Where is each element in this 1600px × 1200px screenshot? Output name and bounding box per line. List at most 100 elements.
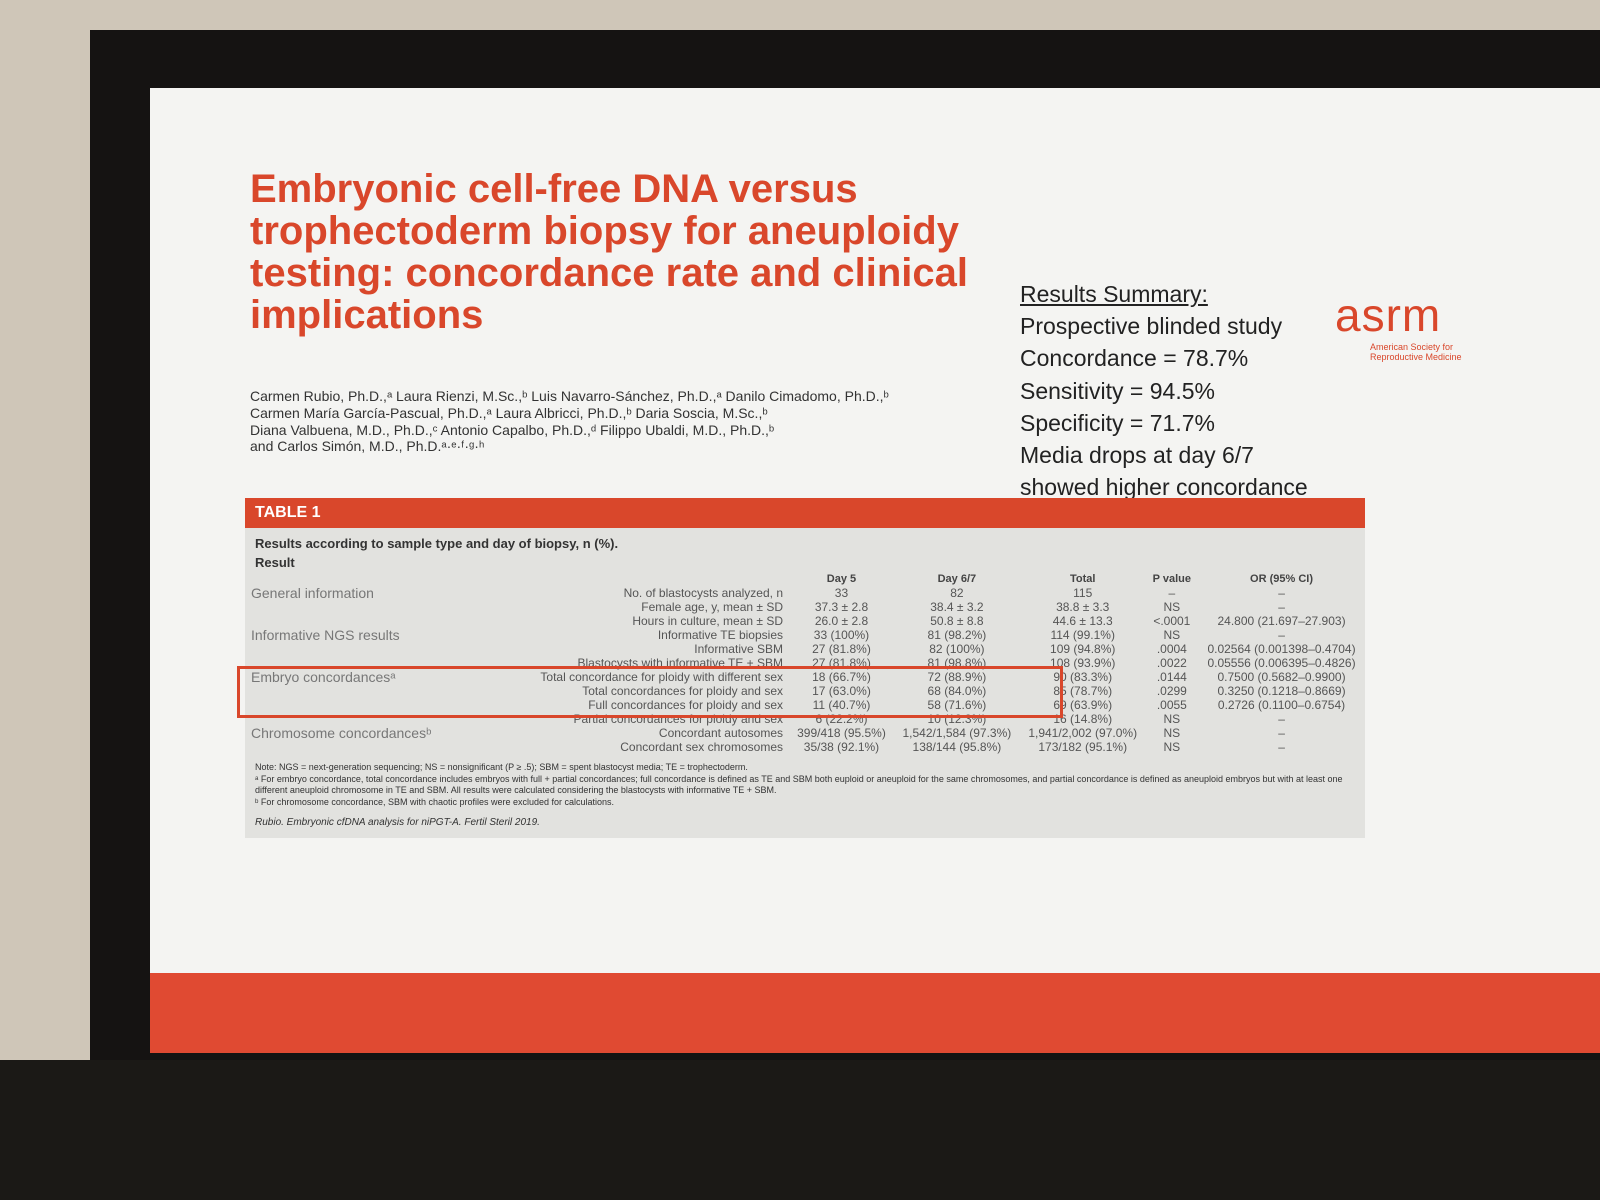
summary-item: Media drops at day 6/7 bbox=[1020, 441, 1254, 468]
summary-item: Concordance = 78.7% bbox=[1020, 345, 1249, 372]
slide-title: Embryonic cell-free DNA versus trophecto… bbox=[250, 167, 968, 337]
cell: 85 (78.7%) bbox=[1053, 684, 1113, 698]
authors: Carmen Rubio, Ph.D.,ᵃ Laura Rienzi, M.Sc… bbox=[250, 388, 1010, 455]
cell: <.0001 bbox=[1153, 614, 1191, 628]
cell: 58 (71.6%) bbox=[927, 698, 987, 712]
blank bbox=[245, 740, 477, 754]
cell: 11 (40.7%) bbox=[812, 698, 871, 712]
cell: NS bbox=[1163, 740, 1181, 754]
cell: 82 bbox=[950, 586, 964, 600]
blank bbox=[245, 572, 477, 586]
cell: 35/38 (92.1%) bbox=[803, 740, 880, 754]
cell: – bbox=[1278, 600, 1285, 614]
cell: 24.800 (21.697–27.903) bbox=[1217, 614, 1346, 628]
group-name: Chromosome concordancesᵇ bbox=[251, 725, 432, 741]
author-line: and Carlos Simón, M.D., Ph.D.ᵃ·ᵉ·ᶠ·ᵍ·ʰ bbox=[250, 438, 485, 455]
cell: 18 (66.7%) bbox=[812, 670, 871, 684]
row-label: Informative SBM bbox=[694, 642, 783, 656]
summary-item: Prospective blinded study bbox=[1020, 313, 1283, 340]
blank bbox=[245, 600, 477, 614]
cell: 27 (81.8%) bbox=[812, 642, 871, 656]
notes: Note: NGS = next-generation sequencing; … bbox=[245, 754, 1365, 817]
cell: NS bbox=[1163, 712, 1181, 726]
table-label: TABLE 1 bbox=[245, 498, 1365, 528]
blank bbox=[245, 642, 477, 656]
note: Note: NGS = next-generation sequencing; … bbox=[255, 762, 748, 772]
note: ᵇ For chromosome concordance, SBM with c… bbox=[255, 797, 615, 808]
blank bbox=[245, 614, 477, 628]
source: Rubio. Embryonic cfDNA analysis for niPG… bbox=[255, 816, 540, 828]
cell: 0.7500 (0.5682–0.9900) bbox=[1217, 670, 1346, 684]
cell: .0004 bbox=[1156, 642, 1187, 656]
table-row: Full concordances for ploidy and sex 11 (… bbox=[245, 698, 1365, 712]
table-row: General information No. of blastocysts an… bbox=[245, 586, 1365, 600]
row-label: Female age, y, mean ± SD bbox=[641, 600, 783, 614]
cell: 173/182 (95.1%) bbox=[1038, 740, 1128, 754]
cell: 82 (100%) bbox=[929, 642, 985, 656]
cell: 38.4 ± 3.2 bbox=[930, 600, 984, 614]
cell: – bbox=[1278, 586, 1285, 600]
cell: 109 (94.8%) bbox=[1050, 642, 1116, 656]
table-row: Embryo concordancesᵃ Total concordance fo… bbox=[245, 670, 1365, 684]
cell: 33 bbox=[834, 586, 849, 600]
cell: 0.3250 (0.1218–0.8669) bbox=[1217, 684, 1346, 698]
cell: 0.2726 (0.1100–0.6754) bbox=[1217, 698, 1346, 712]
cell: 44.6 ± 13.3 bbox=[1052, 614, 1113, 628]
cell: 38.8 ± 3.3 bbox=[1056, 600, 1110, 614]
summary-heading: Results Summary: bbox=[1020, 281, 1208, 307]
results-table: Day 5 Day 6/7 Total P value OR (95% CI) Gener… bbox=[245, 572, 1365, 754]
cell: 114 (99.1%) bbox=[1050, 628, 1115, 642]
cell: 16 (14.8%) bbox=[1053, 712, 1113, 726]
logo-tagline: American Society for Reproductive Medici… bbox=[1370, 342, 1462, 362]
summary-item: Specificity = 71.7% bbox=[1020, 409, 1215, 436]
cell: 17 (63.0%) bbox=[812, 684, 871, 698]
curtain bbox=[0, 1060, 1600, 1200]
cell: 0.05556 (0.006395–0.4826) bbox=[1207, 656, 1356, 670]
cell: – bbox=[1278, 740, 1285, 754]
summary-item: Sensitivity = 94.5% bbox=[1020, 377, 1215, 404]
cell: .0022 bbox=[1156, 656, 1187, 670]
cell: – bbox=[1278, 628, 1285, 642]
cell: NS bbox=[1163, 726, 1181, 740]
cell: 26.0 ± 2.8 bbox=[814, 614, 869, 628]
row-label: Concordant sex chromosomes bbox=[620, 740, 783, 754]
logo-name: asrm bbox=[1335, 289, 1442, 341]
column-header: Total bbox=[1069, 573, 1096, 585]
blank bbox=[477, 572, 789, 586]
cell: 399/418 (95.5%) bbox=[797, 726, 886, 740]
table-row: Hours in culture, mean ± SD 26.0 ± 2.8 50.… bbox=[245, 614, 1365, 628]
column-header: P value bbox=[1152, 573, 1191, 585]
cell: 68 (84.0%) bbox=[927, 684, 987, 698]
cell: 37.3 ± 2.8 bbox=[814, 600, 869, 614]
cell: 90 (83.3%) bbox=[1053, 670, 1113, 684]
cell: 0.02564 (0.001398–0.4704) bbox=[1207, 642, 1356, 656]
slide: Embryonic cell-free DNA versus trophecto… bbox=[150, 88, 1600, 1053]
cell: NS bbox=[1163, 600, 1181, 614]
author-line: Carmen María García-Pascual, Ph.D.,ᵃ Lau… bbox=[250, 404, 768, 421]
cell: 1,941/2,002 (97.0%) bbox=[1028, 726, 1138, 740]
row-label: Total concordance for ploidy with differ… bbox=[540, 670, 783, 684]
row-label: Total concordances for ploidy and sex bbox=[582, 684, 783, 698]
header-row: Day 5 Day 6/7 Total P value OR (95% CI) bbox=[245, 572, 1365, 586]
cell: 138/144 (95.8%) bbox=[912, 740, 1002, 754]
summary-item: showed higher concordance bbox=[1020, 474, 1308, 501]
cell: – bbox=[1168, 586, 1176, 600]
author-line: Diana Valbuena, M.D., Ph.D.,ᶜ Antonio Ca… bbox=[250, 421, 775, 438]
group-name: General information bbox=[251, 585, 374, 601]
logo: asrm American Society for Reproductive M… bbox=[1335, 288, 1480, 362]
cell: .0299 bbox=[1156, 684, 1187, 698]
row-label: Hours in culture, mean ± SD bbox=[632, 614, 783, 628]
row-label: Full concordances for ploidy and sex bbox=[588, 698, 783, 712]
table-row: Total concordances for ploidy and sex 17 … bbox=[245, 684, 1365, 698]
note: ᵃ For embryo concordance, total concorda… bbox=[255, 773, 1343, 796]
group-name: Embryo concordancesᵃ bbox=[251, 669, 396, 685]
cell: 72 (88.9%) bbox=[927, 670, 987, 684]
highlight-box bbox=[237, 666, 1063, 718]
cell: NS bbox=[1163, 628, 1181, 642]
cell: 69 (63.9%) bbox=[1053, 698, 1113, 712]
author-line: Carmen Rubio, Ph.D.,ᵃ Laura Rienzi, M.Sc… bbox=[250, 388, 889, 404]
table-row: Chromosome concordancesᵇ Concordant autos… bbox=[245, 726, 1365, 740]
table-row: Informative SBM 27 (81.8%) 82 (100%) 109 (9… bbox=[245, 642, 1365, 656]
cell: 115 bbox=[1073, 586, 1093, 600]
column-header: OR (95% CI) bbox=[1250, 573, 1314, 585]
